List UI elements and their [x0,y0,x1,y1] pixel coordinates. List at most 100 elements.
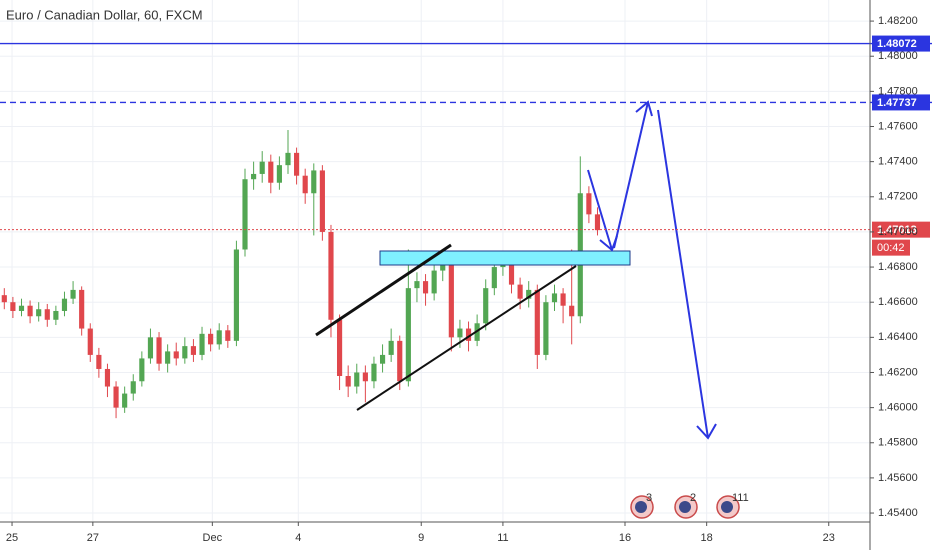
candle-body [122,393,128,408]
arrow [613,101,649,249]
candle-body [311,170,317,194]
arrow [587,169,613,251]
y-tick-label: 1.47600 [878,120,918,132]
candle-body [448,261,454,338]
x-tick-label: Dec [203,532,223,544]
event-count: 3 [646,492,652,504]
candle-body [268,161,274,183]
price-label-box [872,221,930,238]
candle-body [388,340,394,355]
price-label-box [872,94,930,111]
candle-body [594,214,601,231]
y-tick-label: 1.48000 [878,50,918,62]
candle-body [560,293,566,306]
candle-body [113,386,119,408]
levels: 1.48072 1.47737 1.47013 00:42 [0,35,932,256]
price-label: 1.47013 [877,224,917,236]
candle-body [53,310,59,320]
y-tick-label: 1.46600 [878,296,918,308]
price-label: 1.48072 [877,38,917,50]
event-icon-core [635,501,647,513]
x-tick-label: 18 [701,532,713,544]
candle-body [569,305,575,317]
y-tick-label: 1.46200 [878,366,918,378]
x-tick-label: 9 [418,532,424,544]
candle-body [139,358,145,382]
candle-body [242,179,248,250]
candle-body [508,260,515,285]
candle-body [362,372,368,382]
candle-body [156,337,162,364]
candle-body [414,281,420,289]
y-tick-label: 1.47000 [878,226,918,238]
trend-line [315,243,452,337]
candle-body [328,231,334,320]
price-label-box [872,35,930,52]
y-tick-label: 1.45400 [878,507,918,519]
chart-title: Euro / Canadian Dollar, 60, FXCM [6,7,203,22]
candle-body [397,340,403,382]
candle-body [165,351,171,364]
y-tick-label: 1.46400 [878,331,918,343]
candle-body [276,165,282,183]
candle-body [225,330,231,341]
arrow-head [696,423,717,440]
x-tick-label: 23 [823,532,835,544]
event-count: 2 [690,492,696,504]
candle-body [422,281,429,294]
candle-body [44,309,50,320]
candle-body [87,328,93,355]
y-tick-label: 1.48200 [878,15,918,27]
candle-body [431,270,437,294]
candle-body [259,161,265,174]
candle-body [526,289,532,299]
candle-body [543,302,549,355]
candle-body [199,333,205,355]
candle-body [147,337,154,359]
y-tick-label: 1.46800 [878,261,918,273]
zone [379,250,631,266]
candle-body [1,295,7,303]
candle-body [79,289,85,329]
candle-body [251,173,257,180]
candle-body [457,328,463,338]
y-tick-label: 1.45600 [878,472,918,484]
x-tick-label: 25 [6,532,18,544]
candle-body [104,368,111,387]
candle-body [371,363,377,382]
x-tick-label: 4 [295,532,301,544]
candle-body [405,288,411,382]
candle-body [96,354,102,369]
events: 3 2 111 [630,492,749,519]
candle-body [285,152,291,166]
candle-body [354,372,360,387]
trend-line [356,265,577,411]
price-label: 1.47737 [877,97,917,109]
y-tick-label: 1.47400 [878,156,918,168]
candle-body [36,309,42,317]
countdown: 00:42 [877,242,905,254]
candle-body [208,333,214,345]
candle-body [586,193,592,215]
y-tick-label: 1.45800 [878,437,918,449]
candle-body [10,302,16,311]
x-tick-label: 27 [87,532,99,544]
candle-body [379,354,386,364]
candle-body [534,289,540,355]
candle-body [190,346,197,355]
event-icon-core [721,501,733,513]
arrow [657,109,709,439]
candle-body [551,293,558,303]
y-tick-label: 1.47800 [878,85,918,97]
event-icon-core [679,501,691,513]
y-tick-label: 1.46000 [878,402,918,414]
candle-body [517,284,523,299]
candle-body [61,298,68,311]
countdown-box [872,239,910,256]
candle-body [465,328,472,341]
candle-body [130,381,136,394]
candle-body [173,351,179,359]
x-tick-label: 11 [497,532,508,544]
candle-body [233,249,239,341]
